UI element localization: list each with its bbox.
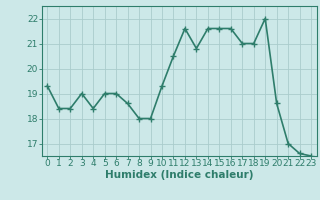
X-axis label: Humidex (Indice chaleur): Humidex (Indice chaleur) [105, 170, 253, 180]
